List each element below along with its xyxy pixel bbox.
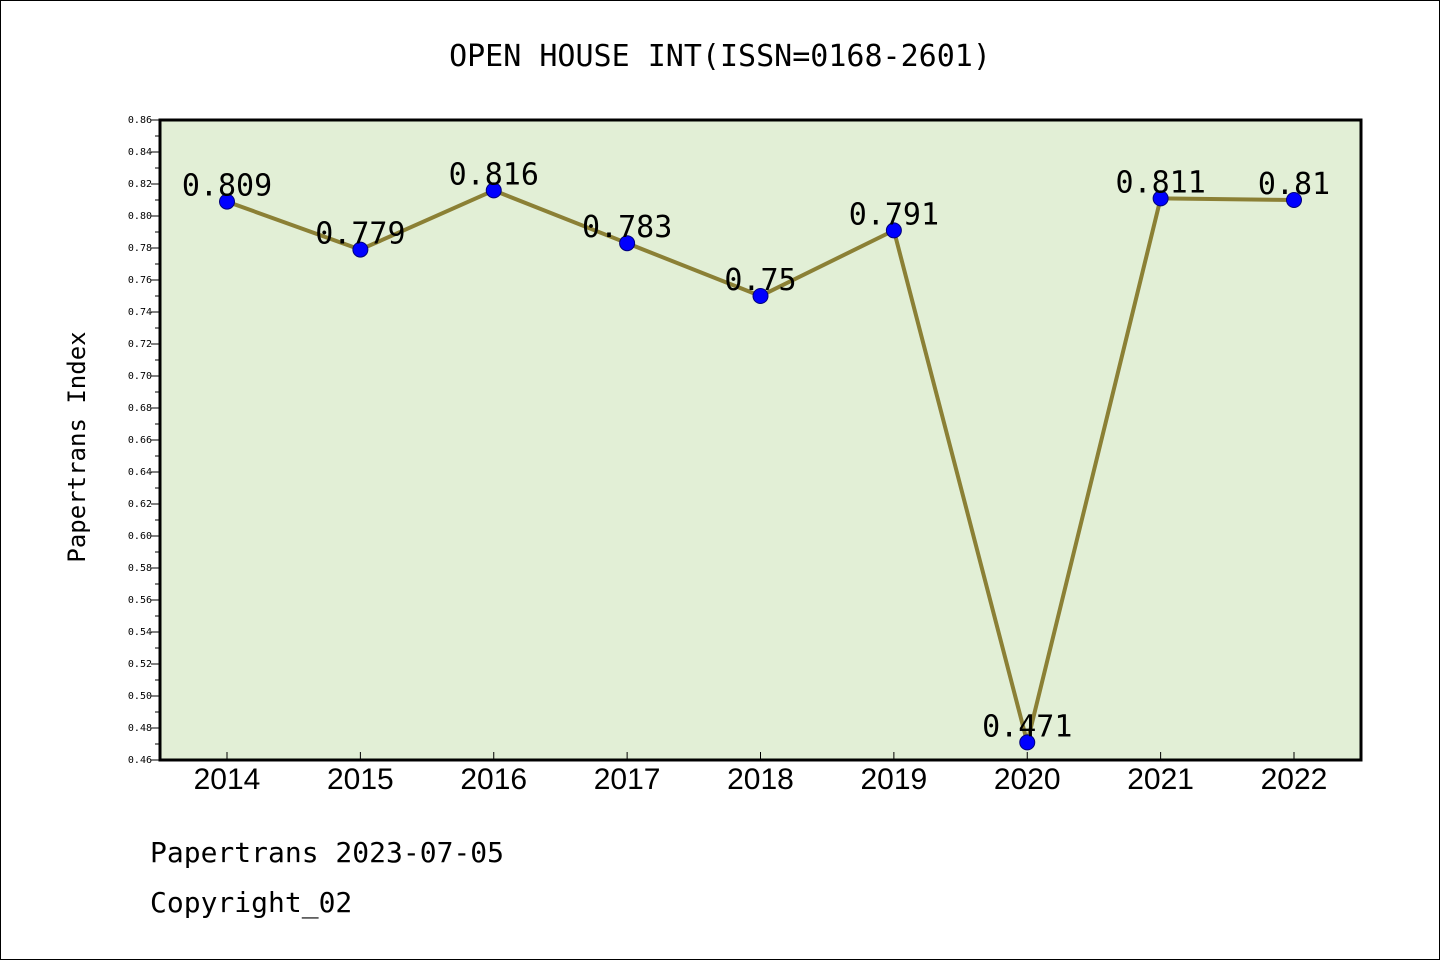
y-tick-label: 0.68 xyxy=(128,403,152,414)
y-tick-label: 0.74 xyxy=(128,307,152,318)
y-tick-label: 0.78 xyxy=(128,243,152,254)
plot-area: 0.46 0.48 0.50 0.52 0.54 0.56 0.58 0.60 0.62 0.64… xyxy=(128,115,1363,796)
chart-title: OPEN HOUSE INT(ISSN=0168-2601) xyxy=(449,39,991,74)
y-tick-label: 0.48 xyxy=(128,723,152,734)
y-tick-label: 0.76 xyxy=(128,275,152,286)
data-point xyxy=(352,241,369,258)
data-point xyxy=(885,222,902,239)
x-tick-label: 2020 xyxy=(994,763,1061,796)
data-point xyxy=(219,193,235,210)
data-point xyxy=(1152,190,1169,207)
y-tick-label: 0.56 xyxy=(128,595,152,606)
y-tick-label: 0.84 xyxy=(128,147,152,158)
data-label: 0.779 xyxy=(315,217,405,252)
y-tick-label: 0.46 xyxy=(128,755,152,766)
footer-date-line: Papertrans 2023-07-05 xyxy=(150,836,505,869)
y-axis-label: Papertrans Index xyxy=(63,331,91,562)
x-tick-label: 2016 xyxy=(460,763,527,796)
x-tick-label: 2019 xyxy=(861,763,928,796)
y-tick-label: 0.70 xyxy=(128,371,152,382)
data-label: 0.471 xyxy=(982,709,1072,744)
plot-border xyxy=(158,118,1363,762)
data-point xyxy=(752,288,769,304)
data-point xyxy=(485,182,502,199)
y-tick-label: 0.86 xyxy=(128,115,152,126)
data-label: 0.81 xyxy=(1258,167,1330,202)
y-tick-label: 0.54 xyxy=(128,627,152,638)
data-point xyxy=(619,235,636,252)
plot-background xyxy=(160,120,1361,760)
x-tick-label: 2022 xyxy=(1261,763,1328,796)
y-tick-label: 0.62 xyxy=(128,499,152,510)
data-label: 0.809 xyxy=(182,169,272,204)
data-point xyxy=(1286,192,1302,208)
y-tick-label: 0.82 xyxy=(128,179,152,190)
data-label: 0.783 xyxy=(582,210,672,245)
x-tick-label: 2021 xyxy=(1127,763,1194,796)
x-tick-label: 2015 xyxy=(327,763,394,796)
x-tick-label: 2017 xyxy=(594,763,661,796)
x-tick-label: 2014 xyxy=(194,763,261,796)
data-label: 0.816 xyxy=(449,157,539,192)
y-tick-label: 0.52 xyxy=(128,659,152,670)
y-tick-label: 0.60 xyxy=(128,531,152,542)
y-tick-label: 0.72 xyxy=(128,339,152,350)
x-tick-label: 2018 xyxy=(727,763,794,796)
y-tick-label: 0.58 xyxy=(128,563,152,574)
data-point xyxy=(1019,734,1036,751)
y-tick-label: 0.50 xyxy=(128,691,152,702)
y-tick-label: 0.80 xyxy=(128,211,152,222)
footer-copyright-line: Copyright_02 xyxy=(150,886,353,919)
data-label: 0.811 xyxy=(1115,165,1205,200)
data-label: 0.791 xyxy=(849,197,939,232)
data-label: 0.75 xyxy=(724,263,796,298)
y-tick-label: 0.64 xyxy=(128,467,152,478)
y-tick-label: 0.66 xyxy=(128,435,152,446)
